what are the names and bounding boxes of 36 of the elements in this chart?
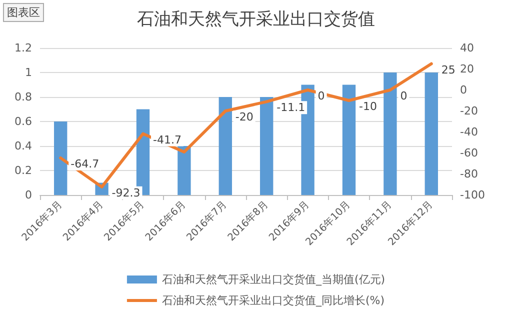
y2-tick-label: 20: [460, 62, 474, 76]
y-tick-label: 0.8: [14, 90, 32, 104]
data-label: -20: [235, 110, 254, 124]
y2-tick-label: 0: [460, 84, 467, 96]
data-label: 25: [441, 63, 456, 76]
bar: [384, 72, 397, 195]
bar: [260, 97, 274, 195]
y-tick-label: 1: [25, 66, 32, 79]
y-tick-label: 0.6: [14, 115, 32, 128]
data-label: 0: [400, 90, 408, 102]
bar: [218, 97, 232, 195]
data-label: -92.3: [112, 186, 140, 200]
data-label: -11.1: [276, 101, 306, 114]
data-label: -10: [359, 100, 377, 113]
y-tick-label: 0: [25, 188, 32, 202]
y-tick-label: 1.2: [14, 42, 32, 54]
y2-tick-label: 40: [460, 42, 474, 54]
y2-tick-label: -20: [460, 104, 478, 118]
data-label: 0: [318, 90, 325, 102]
y2-tick-label: -80: [460, 168, 478, 180]
chart-title: 石油和天然气开采业出口交货值: [137, 10, 375, 30]
data-label: -41.7: [153, 133, 182, 146]
line-series: [59, 62, 433, 188]
y2-tick-label: -40: [460, 126, 478, 138]
y2-tick-label: -60: [460, 146, 478, 160]
bar: [424, 72, 438, 195]
legend-label: 石油和天然气开采业出口交货值_当期值(亿元): [162, 273, 386, 286]
legend-label: 石油和天然气开采业出口交货值_同比增长(%): [162, 294, 385, 307]
bar: [54, 122, 68, 195]
bar: [178, 146, 191, 195]
data-label: -64.7: [70, 157, 100, 170]
y2-tick-label: -100: [460, 188, 485, 202]
y-tick-label: 0.4: [14, 140, 32, 152]
bar: [342, 84, 356, 195]
y-tick-label: 0.2: [14, 164, 32, 177]
text: 图表区: [3, 3, 44, 22]
